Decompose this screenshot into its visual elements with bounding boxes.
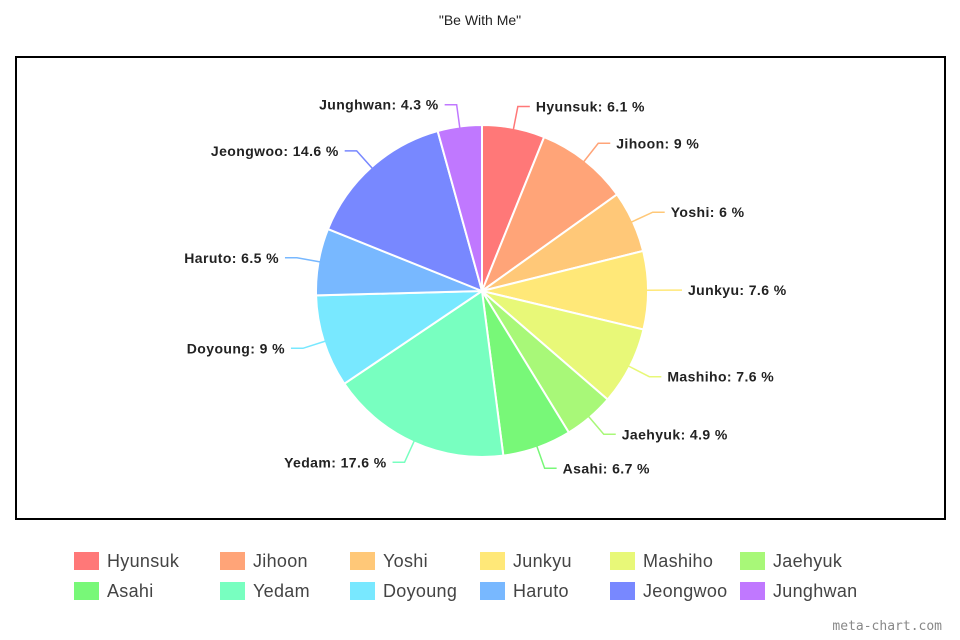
pie-chart: Hyunsuk: 6.1 % Jihoon: 9 % Yoshi: 6 % Junky… bbox=[184, 97, 787, 477]
legend-swatch bbox=[610, 582, 635, 600]
slice-label-mashiho: Mashiho: 7.6 % bbox=[667, 369, 774, 385]
legend-label: Asahi bbox=[107, 580, 154, 601]
leader-line-jaehyuk bbox=[587, 415, 616, 436]
legend-label: Hyunsuk bbox=[107, 550, 180, 571]
legend-label: Mashiho bbox=[643, 550, 714, 571]
slice-label-yoshi: Yoshi: 6 % bbox=[671, 204, 745, 220]
legend: Hyunsuk Jihoon Yoshi Junkyu Mashiho Jaehyuk A… bbox=[74, 546, 914, 606]
legend-label: Junkyu bbox=[513, 550, 572, 571]
legend-swatch bbox=[74, 552, 99, 570]
slice-label-junkyu: Junkyu: 7.6 % bbox=[688, 282, 787, 298]
slice-label-jeongwoo: Jeongwoo: 14.6 % bbox=[211, 143, 339, 159]
legend-swatch bbox=[350, 552, 375, 570]
legend-item-junkyu: Junkyu bbox=[480, 551, 610, 572]
legend-swatch bbox=[610, 552, 635, 570]
legend-swatch bbox=[350, 582, 375, 600]
slice-label-jihoon: Jihoon: 9 % bbox=[616, 135, 699, 151]
legend-item-yoshi: Yoshi bbox=[350, 551, 480, 572]
legend-swatch bbox=[480, 582, 505, 600]
legend-swatch bbox=[740, 552, 765, 570]
leader-line-yoshi bbox=[630, 211, 665, 223]
leader-line-jeongwoo bbox=[344, 150, 374, 170]
leader-line-jihoon bbox=[582, 142, 611, 163]
watermark: meta-chart.com bbox=[832, 619, 942, 634]
leader-line-hyunsuk bbox=[512, 105, 530, 131]
slice-label-hyunsuk: Hyunsuk: 6.1 % bbox=[536, 98, 645, 114]
legend-swatch bbox=[220, 582, 245, 600]
legend-item-asahi: Asahi bbox=[74, 581, 220, 602]
legend-swatch bbox=[480, 552, 505, 570]
legend-label: Junghwan bbox=[773, 580, 858, 601]
slice-label-doyoung: Doyoung: 9 % bbox=[187, 340, 285, 356]
leader-line-mashiho bbox=[627, 365, 662, 378]
legend-label: Jeongwoo bbox=[643, 580, 728, 601]
legend-row: Hyunsuk Jihoon Yoshi Junkyu Mashiho Jaehyuk bbox=[74, 546, 914, 576]
legend-label: Yoshi bbox=[383, 550, 428, 571]
slice-label-jaehyuk: Jaehyuk: 4.9 % bbox=[622, 426, 728, 442]
legend-row: Asahi Yedam Doyoung Haruto Jeongwoo Junghwan bbox=[74, 576, 914, 606]
legend-label: Jihoon bbox=[253, 550, 308, 571]
legend-swatch bbox=[74, 582, 99, 600]
chart-frame: Hyunsuk: 6.1 % Jihoon: 9 % Yoshi: 6 % Junky… bbox=[15, 56, 946, 520]
slice-label-asahi: Asahi: 6.7 % bbox=[563, 460, 650, 476]
legend-item-mashiho: Mashiho bbox=[610, 551, 740, 572]
chart-title: "Be With Me" bbox=[438, 12, 522, 28]
legend-item-yedam: Yedam bbox=[220, 581, 350, 602]
legend-label: Haruto bbox=[513, 580, 569, 601]
leader-line-haruto bbox=[284, 257, 321, 263]
legend-label: Yedam bbox=[253, 580, 310, 601]
legend-item-jihoon: Jihoon bbox=[220, 551, 350, 572]
leader-line-doyoung bbox=[290, 340, 327, 350]
legend-item-jaehyuk: Jaehyuk bbox=[740, 551, 870, 572]
leader-line-asahi bbox=[535, 445, 557, 470]
legend-item-haruto: Haruto bbox=[480, 581, 610, 602]
legend-item-doyoung: Doyoung bbox=[350, 581, 480, 602]
slice-label-junghwan: Junghwan: 4.3 % bbox=[319, 97, 439, 113]
slice-label-haruto: Haruto: 6.5 % bbox=[184, 250, 279, 266]
leader-line-yedam bbox=[392, 440, 416, 464]
legend-label: Jaehyuk bbox=[773, 550, 843, 571]
leader-line-junghwan bbox=[444, 103, 461, 129]
legend-item-hyunsuk: Hyunsuk bbox=[74, 551, 220, 572]
slice-label-yedam: Yedam: 17.6 % bbox=[284, 454, 387, 470]
legend-item-jeongwoo: Jeongwoo bbox=[610, 581, 740, 602]
legend-swatch bbox=[740, 582, 765, 600]
legend-label: Doyoung bbox=[383, 580, 458, 601]
legend-item-junghwan: Junghwan bbox=[740, 581, 870, 602]
legend-swatch bbox=[220, 552, 245, 570]
